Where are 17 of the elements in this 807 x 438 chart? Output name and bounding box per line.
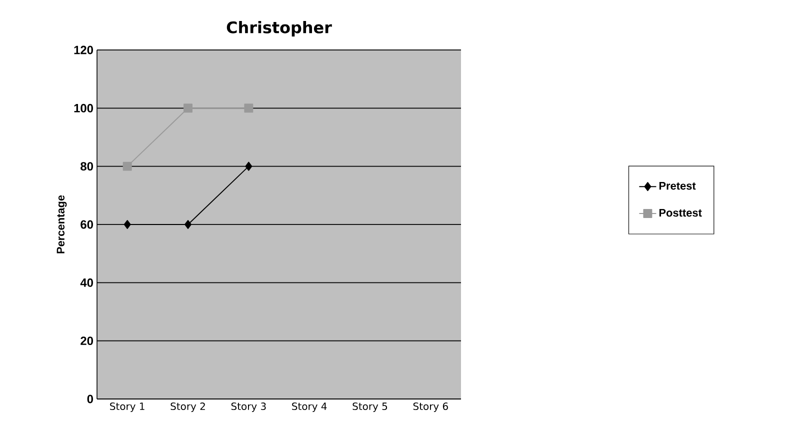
legend-label: Posttest <box>659 209 702 217</box>
y-tick-label: 60 <box>80 220 93 229</box>
y-tick-label: 100 <box>74 104 93 112</box>
y-axis-title: Percentage <box>56 195 67 254</box>
x-tick-label: Story 6 <box>413 402 448 412</box>
y-tick-label: 120 <box>74 46 93 54</box>
y-tick-label: 40 <box>80 278 93 287</box>
y-tick-label: 0 <box>87 394 93 404</box>
x-tick-label: Story 4 <box>292 402 327 412</box>
x-tick-label: Story 1 <box>110 402 144 412</box>
legend-label: Pretest <box>659 182 696 190</box>
chart-title: Christopher <box>226 21 332 36</box>
y-tick-label: 20 <box>80 336 93 346</box>
y-tick-label: 80 <box>80 162 93 171</box>
x-tick-label: Story 5 <box>352 402 388 412</box>
x-tick-label: Story 2 <box>170 402 205 412</box>
x-tick-label: Story 3 <box>231 402 266 412</box>
